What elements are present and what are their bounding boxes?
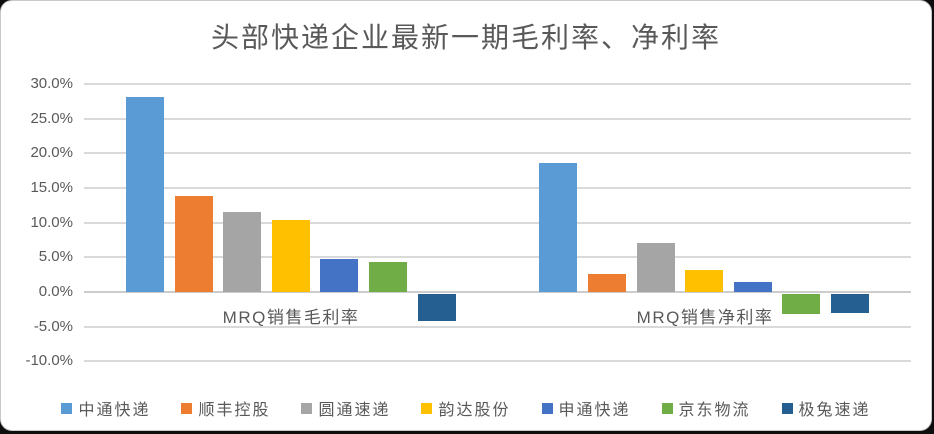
legend-item-jt: 极兔速递 (781, 396, 871, 420)
gridline (84, 221, 911, 224)
gridline (84, 152, 911, 155)
gridline (84, 117, 911, 120)
legend-label: 顺丰控股 (198, 402, 271, 419)
bar (685, 269, 724, 292)
bar (271, 219, 310, 292)
legend-label: 申通快递 (558, 402, 631, 419)
bar (174, 196, 213, 292)
legend-swatch-sf (181, 402, 193, 414)
bar (125, 97, 164, 292)
x-axis-line (84, 291, 911, 293)
legend-swatch-yto (301, 402, 313, 414)
legend-swatch-zto (61, 402, 73, 414)
legend-label: 圆通速递 (318, 402, 391, 419)
category-label-net-margin: MRQ销售净利率 (636, 308, 774, 327)
y-axis-tick-label: 20.0% (30, 144, 73, 162)
legend-item-zto: 中通快递 (61, 396, 150, 420)
gridline (84, 256, 911, 259)
legend-label: 极兔速递 (798, 402, 871, 419)
gridline (84, 186, 911, 189)
legend-swatch-jdl (661, 402, 673, 414)
category-label-gross-margin: MRQ销售毛利率 (222, 308, 360, 327)
bar (223, 212, 262, 292)
legend-label: 京东物流 (678, 402, 751, 419)
legend: 中通快递 顺丰控股 圆通速递 韵达股份 申通快递 京东物流 极兔速递 (1, 396, 931, 420)
gridline (84, 325, 911, 328)
bar (636, 243, 675, 292)
legend-label: 中通快递 (78, 402, 151, 419)
gridline (84, 360, 911, 363)
bar (417, 294, 456, 322)
legend-item-yunda: 韵达股份 (421, 396, 510, 420)
bar (588, 273, 627, 292)
legend-item-sto: 申通快递 (541, 396, 631, 420)
bar (368, 262, 407, 292)
bar (539, 162, 578, 292)
y-axis-tick-label: 0.0% (38, 283, 73, 300)
legend-item-sf: 顺丰控股 (181, 396, 270, 420)
y-axis-tick-label: 30.0% (30, 74, 73, 92)
bar (320, 258, 359, 292)
legend-swatch-yunda (421, 402, 433, 414)
legend-label: 韵达股份 (438, 402, 511, 419)
gridline (84, 82, 911, 85)
legend-item-jdl: 京东物流 (661, 396, 751, 420)
y-axis-tick-label: -10.0% (25, 352, 73, 370)
y-axis-tick-label: 25.0% (30, 109, 73, 127)
y-axis-tick-label: 5.0% (38, 248, 73, 266)
legend-item-yto: 圆通速递 (301, 396, 390, 420)
bar (831, 294, 870, 313)
chart-title: 头部快递企业最新一期毛利率、净利率 (210, 22, 721, 53)
bar (733, 282, 772, 292)
y-axis-tick-label: 10.0% (30, 213, 73, 231)
y-axis-tick-label: 15.0% (30, 178, 73, 196)
y-axis-tick-label: -5.0% (33, 317, 73, 335)
legend-swatch-jt (781, 402, 793, 414)
legend-swatch-sto (541, 402, 553, 414)
bar (782, 294, 821, 315)
